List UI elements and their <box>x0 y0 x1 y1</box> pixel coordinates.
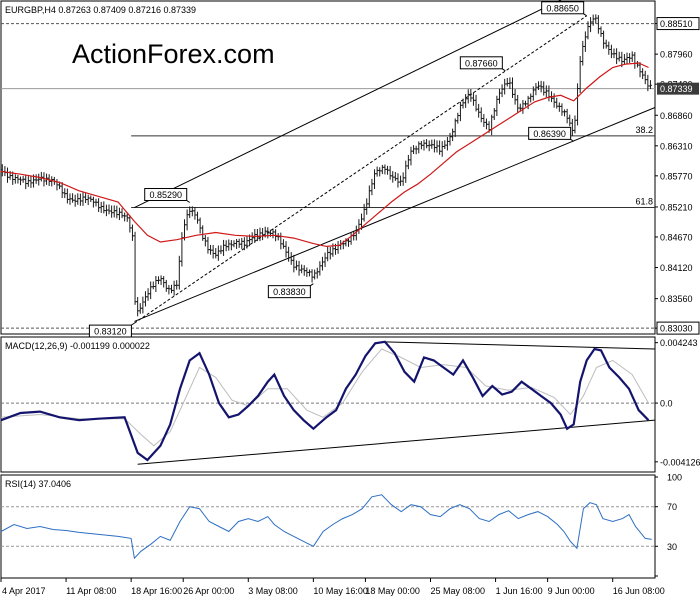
price-annotation-label: 0.85290 <box>149 190 182 200</box>
price-axis-label: 0.84670 <box>660 232 693 242</box>
time-axis-label: 18 May 00:00 <box>365 586 420 596</box>
current-price-badge <box>657 82 699 95</box>
price-annotation-pointer <box>570 138 574 142</box>
time-axis-label: 26 Apr 00:00 <box>183 586 234 596</box>
price-axis-label: 0.83560 <box>660 294 693 304</box>
rsi-line <box>0 494 652 560</box>
macd-signal-line <box>0 348 649 447</box>
rsi-axis-label: 30 <box>667 542 677 552</box>
time-axis-label: 10 May 16:00 <box>313 586 368 596</box>
price-panel-title: EURGBP,H4 0.87263 0.87409 0.87216 0.8733… <box>5 5 196 15</box>
price-axis-label: 0.87960 <box>660 50 693 60</box>
macd-axis-label: -0.004126 <box>660 457 700 467</box>
price-annotation-box <box>267 285 311 299</box>
price-annotation-box <box>459 56 503 70</box>
rsi-panel-frame <box>0 474 656 579</box>
price-annotation-pointer <box>186 200 190 203</box>
macd-plot <box>0 340 656 465</box>
watermark: ActionForex.com <box>72 39 275 69</box>
price-annotation-box <box>528 126 572 140</box>
channel-lower-line <box>134 107 656 322</box>
price-axis: 0.885100.879600.874200.868600.863100.857… <box>655 17 700 335</box>
price-annotation-pointer <box>502 68 506 72</box>
current-price-label: 0.87339 <box>660 84 693 94</box>
price-annotation-pointer <box>583 13 587 17</box>
time-axis-label: 25 May 08:00 <box>430 586 485 596</box>
channel-upper-line <box>134 0 562 208</box>
candles <box>0 14 652 317</box>
fib-level-label: 38.2 <box>635 125 653 135</box>
rsi-axis-label: 70 <box>667 502 677 512</box>
price-axis-label: 0.86310 <box>660 141 693 151</box>
price-annotation-label: 0.83120 <box>94 327 127 337</box>
price-level-box <box>656 17 700 31</box>
price-axis-label: 0.86860 <box>660 111 693 121</box>
macd-resistance-trendline <box>384 341 656 350</box>
time-axis-label: 3 May 08:00 <box>248 586 298 596</box>
time-axis-label: 16 Jun 08:00 <box>613 586 665 596</box>
price-axis-label: 0.84120 <box>660 263 693 273</box>
rsi-axis: 100 70 30 <box>655 473 682 577</box>
macd-panel-frame <box>0 336 656 473</box>
price-annotation-box <box>144 188 188 202</box>
price-annotation-pointer <box>310 283 314 287</box>
price-annotation-label: 0.87660 <box>465 58 498 68</box>
moving-average-line <box>0 62 649 248</box>
price-axis-label: 0.85210 <box>660 202 693 212</box>
time-axis-label: 1 Jun 16:00 <box>496 586 543 596</box>
rsi-plot <box>0 494 655 560</box>
price-annotation-label: 0.88650 <box>546 3 579 13</box>
time-axis-label: 18 Apr 16:00 <box>131 586 182 596</box>
macd-panel-title: MACD(12,26,9) -0.001199 0.000022 <box>5 341 150 351</box>
macd-axis-label: 0.004243 <box>660 338 698 348</box>
time-axis: 4 Apr 2017 11 Apr 08:00 18 Apr 16:00 26 Apr… <box>0 578 665 596</box>
macd-axis-label: 0.0 <box>660 399 673 409</box>
rsi-panel-title: RSI(14) 37.0406 <box>5 479 71 489</box>
price-annotation-label: 0.86390 <box>533 129 566 139</box>
price-axis-label: 0.88510 <box>660 19 693 29</box>
time-axis-label: 9 Jun 00:00 <box>548 586 595 596</box>
time-axis-label: 11 Apr 08:00 <box>66 586 116 596</box>
fib-level-label: 61.8 <box>635 197 653 207</box>
price-annotation-label: 0.83830 <box>273 287 306 297</box>
price-axis-label: 0.83030 <box>660 324 693 334</box>
price-level-box <box>656 321 700 335</box>
macd-line <box>0 340 650 462</box>
rsi-axis-label: 100 <box>667 473 682 483</box>
macd-axis: 0.004243 0.0 -0.004126 <box>655 338 700 467</box>
price-plot: 38.2 61.8 0.83120 0.85290 0.83830 0.87660 0.86… <box>0 0 656 338</box>
price-panel-frame <box>0 0 656 335</box>
channel-mid-line <box>134 15 587 324</box>
price-axis-label: 0.85770 <box>660 171 693 181</box>
price-annotation-pointer <box>131 322 135 326</box>
price-annotation-box <box>541 1 585 15</box>
time-axis-label: 4 Apr 2017 <box>2 586 46 596</box>
